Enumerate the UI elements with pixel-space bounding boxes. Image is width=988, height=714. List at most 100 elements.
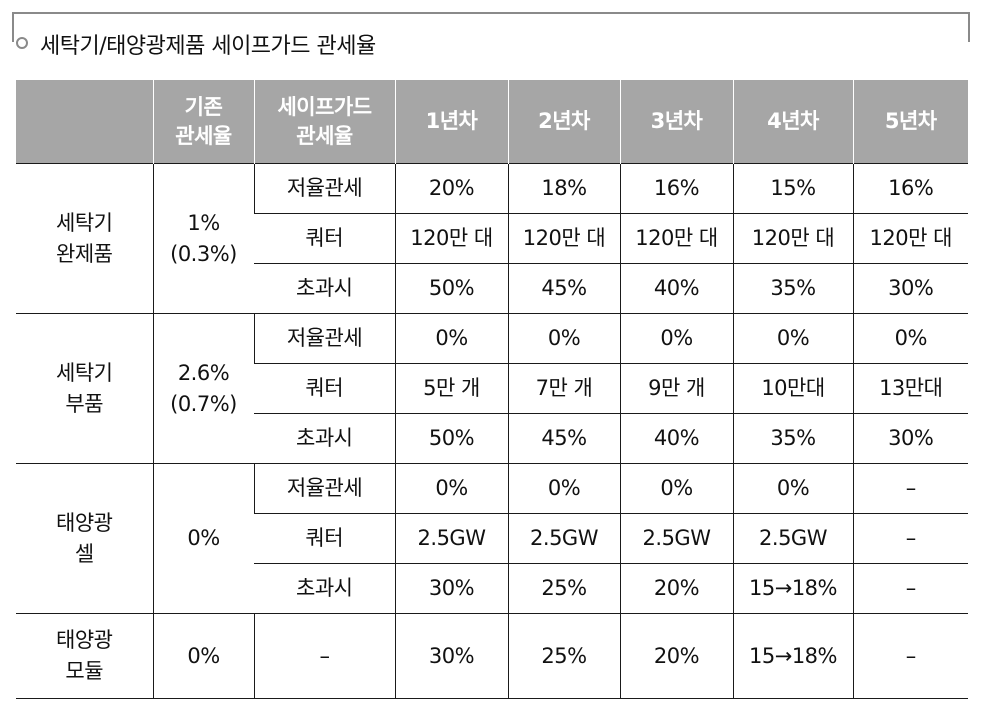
title-rule-right-tick [968,12,970,42]
value-cell: 45% [507,263,620,314]
row-label-cell: 쿼터 [254,513,395,564]
group-base-rate-line2: (0.7%) [170,391,237,416]
value-cell: 0% [619,313,733,364]
value-cell: 40% [619,413,733,464]
value-cell: 35% [732,413,853,464]
row-label-cell: – [253,613,395,699]
value-cell: 120만 대 [732,213,853,264]
header-empty-cell [16,80,153,164]
value-cell: 0% [619,463,733,514]
header-base-rate-line2: 관세율 [175,123,232,148]
table-row: 초과시 50% 45% 40% 35% 30% [16,263,968,314]
group-name-line2: 모듈 [65,659,104,683]
safeguard-tariff-table: 기존 관세율 세이프가드 관세율 1년차 2년차 3년차 4년차 5년차 세탁기 완제… [16,80,968,699]
table-row: 세탁기 부품 2.6% (0.7%) 저율관세 0% 0% 0% 0% 0% [16,313,968,464]
value-cell: 16% [852,163,968,214]
value-cell: 0% [394,463,508,514]
value-cell: 7만 개 [507,363,620,414]
value-cell: 20% [619,563,733,614]
value-cell: 15% [732,163,853,214]
row-label-cell: 쿼터 [254,213,395,264]
title-rule [12,12,970,14]
value-cell: 0% [852,313,968,364]
header-year-5: 5년차 [852,80,968,164]
value-cell: 2.5GW [507,513,620,564]
value-cell: 30% [852,263,968,314]
group-name-line1: 세탁기 [56,360,113,385]
header-year-1: 1년차 [394,80,508,164]
value-cell: 18% [507,163,620,214]
value-cell: 15→18% [732,563,853,614]
value-cell: – [852,513,968,564]
header-year-2: 2년차 [507,80,620,164]
group-base-rate-line1: 2.6% [177,360,230,385]
value-cell: 20% [394,163,508,214]
group-base-rate-cell: 0% [152,463,254,614]
header-base-rate-line1: 기존 [184,94,223,119]
value-cell: 25% [507,563,620,614]
value-cell: – [852,613,968,699]
value-cell: 0% [732,313,853,364]
value-cell: 30% [394,563,508,614]
table-row: 쿼터 2.5GW 2.5GW 2.5GW 2.5GW – [16,513,968,564]
value-cell: 5만 개 [394,363,508,414]
title-rule-left-tick [12,12,14,42]
group-base-rate-cell: 2.6% (0.7%) [152,313,254,464]
value-cell: 10만대 [732,363,853,414]
title-bar: 세탁기/태양광제품 세이프가드 관세율 [12,12,970,62]
value-cell: 30% [394,613,508,699]
value-cell: 16% [619,163,733,214]
value-cell: 0% [732,463,853,514]
value-cell: 50% [394,413,508,464]
row-label-cell: 초과시 [254,413,395,464]
header-safeguard-rate-line2: 관세율 [296,123,353,148]
table-row: 초과시 30% 25% 20% 15→18% – [16,563,968,614]
value-cell: 0% [507,313,620,364]
title-bullet-icon [16,37,28,49]
value-cell: 20% [619,613,733,699]
value-cell: 0% [507,463,620,514]
group-name-line1: 태양광 [56,510,113,535]
table-row: 쿼터 5만 개 7만 개 9만 개 10만대 13만대 [16,363,968,414]
group-base-rate-line2: (0.3%) [170,241,237,266]
value-cell: 120만 대 [619,213,733,264]
group-base-rate-cell: 0% [152,613,254,699]
value-cell: 25% [507,613,620,699]
group-name-line2: 셀 [74,541,94,566]
row-label-cell: 저율관세 [253,463,395,514]
group-base-rate-cell: 1% (0.3%) [152,163,254,314]
table-row: 태양광 모듈 0% – 30% 25% 20% 15→18% – [16,613,968,699]
group-base-rate-line1: 1% [187,210,220,235]
table-row: 초과시 50% 45% 40% 35% 30% [16,413,968,464]
row-label-cell: 저율관세 [253,163,395,214]
value-cell: 2.5GW [619,513,733,564]
group-name-line2: 부품 [65,391,104,416]
value-cell: 120만 대 [852,213,968,264]
value-cell: 35% [732,263,853,314]
value-cell: – [852,563,968,614]
value-cell: 50% [394,263,508,314]
header-year-4: 4년차 [732,80,853,164]
row-label-cell: 초과시 [254,563,395,614]
value-cell: 9만 개 [619,363,733,414]
group-name-line2: 완제품 [56,241,113,266]
value-cell: 45% [507,413,620,464]
page-title: 세탁기/태양광제품 세이프가드 관세율 [40,34,376,59]
value-cell: 40% [619,263,733,314]
value-cell: 2.5GW [394,513,508,564]
row-label-cell: 쿼터 [254,363,395,414]
group-name-line1: 세탁기 [56,210,113,235]
value-cell: 120만 대 [394,213,508,264]
value-cell: 13만대 [852,363,968,414]
header-row: 기존 관세율 세이프가드 관세율 1년차 2년차 3년차 4년차 5년차 [16,80,968,164]
group-name-line1: 태양광 [56,628,113,652]
header-safeguard-rate-line1: 세이프가드 [277,94,372,119]
